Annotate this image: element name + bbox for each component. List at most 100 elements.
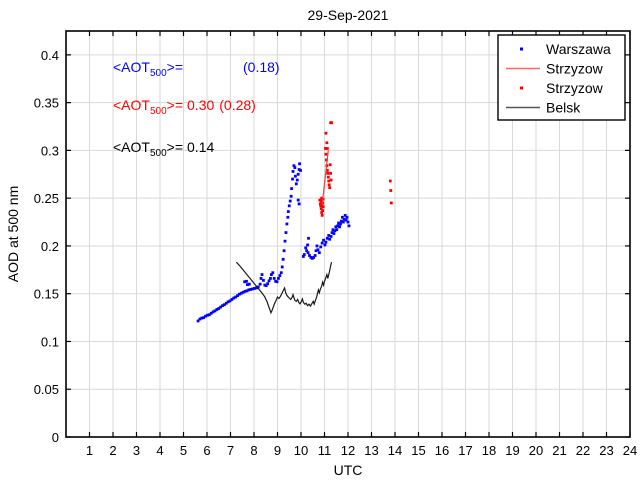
x-tick-label: 17 [458,443,472,458]
data-point [256,285,260,289]
data-point [324,147,327,150]
data-point [341,220,345,224]
x-tick-label: 20 [529,443,543,458]
data-point [297,168,301,171]
legend-box [497,34,626,121]
data-point [247,288,251,292]
x-tick-label: 23 [599,443,613,458]
data-point [239,291,243,295]
data-point [338,225,341,229]
x-tick-label: 13 [364,443,378,458]
data-point [266,282,270,286]
data-point [316,248,320,252]
data-point [334,225,338,229]
data-point [327,179,331,183]
data-point [200,316,204,320]
data-point [232,296,236,300]
y-tick-label: 0.1 [41,334,59,349]
data-point [297,202,301,206]
data-point [301,255,305,258]
x-tick-label: 5 [180,443,187,458]
data-point [389,201,393,205]
data-point [324,131,328,135]
data-point [318,202,322,206]
data-point [236,294,239,298]
data-point [285,222,289,226]
data-point [254,286,258,290]
series-strzyzow-trend [321,150,329,205]
data-point [307,236,310,240]
data-point [329,171,333,175]
data-point [319,245,323,249]
x-tick-label: 3 [133,443,140,458]
data-point [325,236,329,240]
data-point [217,307,221,310]
data-point [274,279,278,283]
data-point [221,304,224,308]
data-point [269,273,273,276]
data-point [253,287,256,290]
annotation-strzyzow-mean: <AOT500>= 0.30 (0.28) [113,97,256,117]
data-point [286,210,290,213]
data-point [322,238,325,242]
data-point [308,254,311,257]
series-belsk [235,261,333,315]
data-point [267,279,271,283]
data-point [211,310,215,314]
y-axis-title: AOD at 500 nm [5,186,21,283]
data-point [312,256,316,259]
data-point [298,162,301,166]
data-point [243,280,246,284]
data-point [219,305,223,309]
data-point [293,174,297,178]
data-point [198,317,202,321]
data-point [277,277,280,280]
data-point [319,207,323,211]
y-tick-label: 0.05 [34,382,59,397]
data-point [292,164,296,168]
data-point [306,243,309,247]
data-point [291,170,295,173]
data-point [260,273,264,276]
data-point [279,271,283,275]
y-tick-label: 0.2 [41,239,59,254]
data-point [304,246,308,250]
x-tick-label: 10 [294,443,308,458]
data-point [330,231,334,234]
x-tick-label: 8 [250,443,257,458]
data-point [215,308,219,311]
data-point [282,249,286,253]
data-point [251,287,254,291]
data-point [241,290,245,294]
data-point [314,249,318,253]
annotation-warszawa-mean: <AOT500>= (0.18) [113,59,280,79]
legend-label: Warszawa [546,41,611,57]
data-point [264,284,268,287]
data-point [226,300,230,304]
data-point [306,251,310,255]
data-point [328,186,332,190]
data-point [288,199,292,203]
y-tick-label: 0.4 [41,48,59,63]
data-point [319,199,323,203]
data-point [325,141,329,145]
data-point [281,257,285,261]
x-tick-label: 24 [623,443,637,458]
data-point [324,240,328,244]
data-point [222,303,226,307]
data-point [224,301,228,305]
data-point [320,196,324,200]
data-point [287,204,291,208]
data-point [310,256,314,260]
x-tick-label: 14 [388,443,402,458]
y-tick-label: 0.3 [41,143,59,158]
data-point [243,289,247,293]
data-line [321,150,329,205]
y-tick-label: 0.25 [34,191,59,206]
data-point [326,175,330,179]
data-point [209,311,213,315]
data-point [339,222,342,226]
data-line [235,261,333,315]
data-point [213,309,217,313]
